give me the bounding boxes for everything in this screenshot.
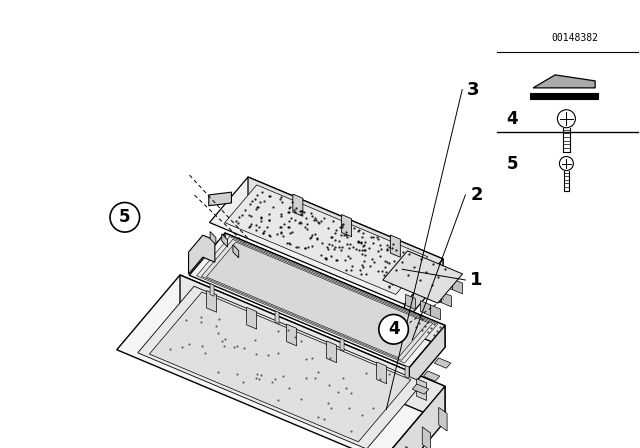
Polygon shape	[406, 446, 414, 448]
Polygon shape	[381, 386, 445, 448]
Polygon shape	[326, 341, 337, 362]
Polygon shape	[202, 239, 433, 360]
Polygon shape	[428, 268, 438, 284]
Polygon shape	[210, 284, 214, 296]
Circle shape	[110, 202, 140, 232]
Polygon shape	[180, 275, 445, 421]
Text: 1: 1	[470, 271, 483, 289]
Polygon shape	[246, 307, 257, 329]
Text: 5: 5	[119, 208, 131, 226]
Text: 2: 2	[470, 186, 483, 204]
Polygon shape	[452, 279, 463, 294]
Polygon shape	[530, 93, 598, 99]
Polygon shape	[417, 379, 427, 401]
Polygon shape	[383, 251, 463, 303]
Text: 4: 4	[388, 320, 399, 338]
Text: 4: 4	[506, 110, 518, 128]
Polygon shape	[248, 177, 443, 277]
Polygon shape	[287, 324, 297, 346]
Polygon shape	[431, 305, 440, 320]
Polygon shape	[409, 325, 445, 390]
Polygon shape	[533, 75, 595, 88]
Polygon shape	[206, 242, 428, 358]
Polygon shape	[442, 275, 452, 290]
Polygon shape	[138, 286, 423, 448]
Polygon shape	[233, 245, 239, 258]
Polygon shape	[207, 291, 217, 312]
Text: 00148382: 00148382	[552, 33, 598, 43]
Polygon shape	[420, 301, 431, 316]
Polygon shape	[149, 292, 411, 442]
Polygon shape	[405, 366, 409, 378]
Polygon shape	[116, 275, 445, 448]
Polygon shape	[275, 311, 279, 323]
Polygon shape	[431, 288, 442, 303]
Polygon shape	[189, 233, 445, 368]
Polygon shape	[225, 233, 445, 347]
Polygon shape	[412, 384, 429, 394]
Polygon shape	[442, 292, 451, 307]
Polygon shape	[404, 259, 443, 323]
Polygon shape	[209, 177, 443, 304]
Polygon shape	[221, 234, 228, 247]
Text: 3: 3	[467, 81, 480, 99]
Text: 5: 5	[506, 155, 518, 172]
Polygon shape	[406, 294, 415, 310]
Polygon shape	[417, 281, 426, 297]
Polygon shape	[439, 407, 447, 431]
Polygon shape	[293, 194, 303, 216]
Polygon shape	[340, 338, 344, 351]
Polygon shape	[377, 362, 387, 383]
Circle shape	[379, 314, 408, 344]
Polygon shape	[225, 185, 428, 294]
Polygon shape	[390, 235, 401, 257]
Polygon shape	[422, 427, 431, 448]
Polygon shape	[209, 192, 232, 206]
Polygon shape	[342, 215, 351, 237]
Polygon shape	[423, 371, 440, 381]
Polygon shape	[196, 237, 438, 363]
Polygon shape	[210, 232, 216, 245]
Polygon shape	[189, 235, 215, 274]
Polygon shape	[435, 358, 451, 368]
